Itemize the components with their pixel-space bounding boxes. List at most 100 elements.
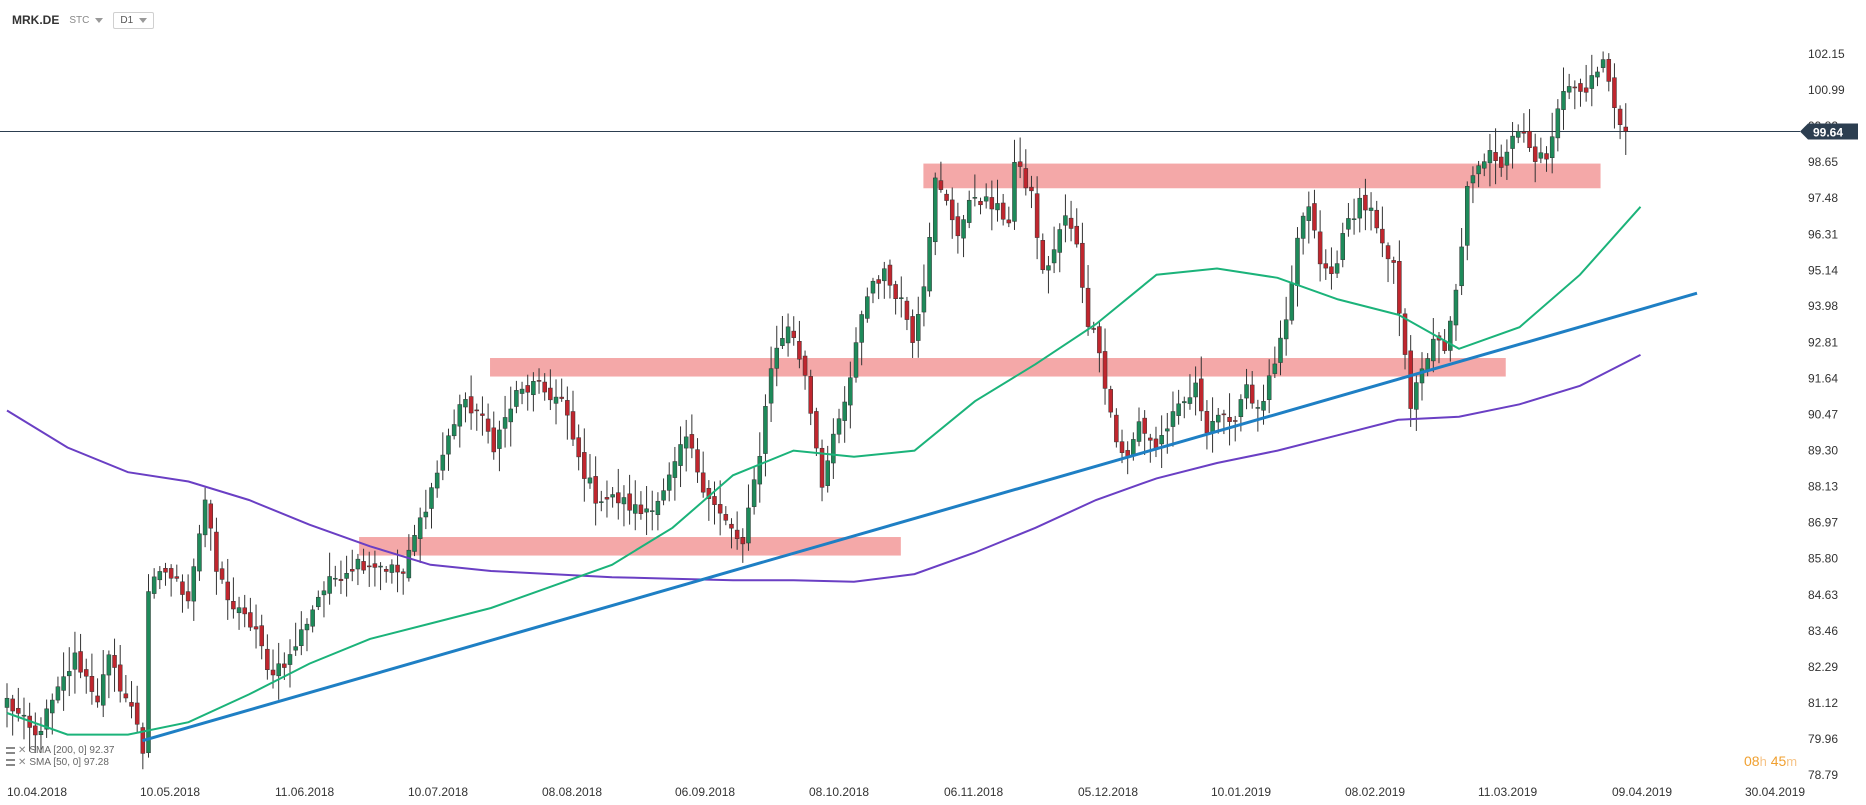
candle-body: [1351, 218, 1357, 220]
candle-body: [417, 517, 423, 539]
candle-body: [1527, 130, 1532, 148]
y-tick-label: 82.29: [1808, 660, 1838, 674]
candle: [689, 414, 695, 459]
x-tick-label: 06.11.2018: [944, 785, 1003, 799]
interval-dropdown[interactable]: D1: [113, 11, 155, 29]
candle-body: [1227, 416, 1232, 422]
x-tick-label: 11.03.2019: [1478, 785, 1537, 799]
candle: [1340, 222, 1346, 268]
candle-body: [1363, 194, 1368, 211]
candle-body: [480, 413, 485, 416]
candle: [1391, 256, 1396, 284]
candle: [112, 638, 117, 692]
y-tick-label: 90.47: [1808, 408, 1838, 422]
candles: [4, 51, 1629, 770]
candle-body: [406, 549, 412, 579]
candle: [825, 445, 830, 493]
close-icon[interactable]: ✕: [18, 757, 27, 768]
candle-body: [978, 201, 983, 206]
candle: [1532, 133, 1538, 183]
current-price-tag: [1800, 123, 1858, 140]
candle: [457, 394, 463, 448]
candle-body: [1612, 77, 1617, 108]
resistance-zones: [359, 163, 1601, 556]
settings-lines-icon[interactable]: [6, 759, 15, 766]
candle: [78, 633, 83, 679]
candle-body: [1085, 287, 1091, 327]
candle: [191, 558, 197, 621]
candle-body: [1578, 83, 1583, 92]
candle-body: [253, 626, 259, 630]
candle: [1351, 198, 1357, 235]
candle-body: [463, 399, 468, 408]
close-icon[interactable]: ✕: [18, 745, 27, 756]
candle: [1102, 328, 1108, 405]
chart-type-label: STC: [69, 14, 90, 26]
candle-body: [819, 447, 825, 488]
candle: [1487, 133, 1493, 187]
candle: [180, 574, 185, 613]
candle-body: [1566, 86, 1572, 93]
candle-body: [785, 326, 791, 344]
candle: [1504, 139, 1510, 180]
candle-body: [16, 708, 21, 714]
x-tick-label: 05.12.2018: [1078, 785, 1138, 799]
candle: [338, 560, 344, 595]
candle-body: [1255, 407, 1261, 409]
interval-label: D1: [120, 14, 134, 26]
candle-body: [287, 654, 293, 665]
candle: [106, 650, 112, 699]
candle: [1029, 175, 1034, 209]
candle: [219, 561, 225, 584]
candle-body: [1261, 401, 1266, 411]
candle: [1623, 103, 1629, 155]
y-tick-label: 100.99: [1808, 83, 1845, 97]
candle-body: [1176, 403, 1181, 416]
candle-body: [1414, 382, 1419, 410]
candle: [378, 562, 383, 591]
candle: [780, 315, 785, 350]
candle: [1300, 212, 1306, 255]
candle: [1555, 99, 1561, 152]
candle: [887, 259, 893, 299]
candle-body: [1249, 384, 1255, 404]
candle-body: [412, 535, 417, 552]
symbol-label[interactable]: MRK.DE: [12, 13, 60, 27]
candle-body: [1323, 263, 1329, 269]
candle: [366, 551, 372, 587]
candle-body: [474, 409, 480, 412]
candle: [1255, 399, 1261, 432]
candle: [1040, 233, 1046, 274]
candle: [1204, 400, 1210, 450]
candle: [559, 378, 564, 402]
candle: [151, 568, 157, 599]
candle: [1182, 396, 1187, 419]
candle: [1023, 149, 1029, 196]
candle: [1583, 64, 1589, 102]
candle-body: [259, 625, 264, 647]
candle-body: [1238, 399, 1244, 417]
candle: [287, 639, 293, 688]
settings-lines-icon[interactable]: [6, 747, 15, 754]
candle-body: [316, 596, 321, 608]
candle-body: [1278, 337, 1283, 363]
candle: [672, 446, 678, 501]
candle: [582, 428, 587, 502]
sma50-line: [6, 206, 1642, 736]
candle: [299, 611, 304, 656]
candle-body: [1244, 384, 1249, 399]
candle-body: [1476, 165, 1481, 175]
candle: [134, 685, 140, 734]
candle-body: [644, 508, 649, 513]
y-axis: 102.15100.9999.8298.6597.4896.3195.1493.…: [1808, 47, 1845, 782]
candle-body: [208, 503, 214, 529]
candle: [655, 492, 661, 531]
candle-body: [366, 565, 372, 568]
candle-body: [191, 566, 197, 602]
chart-type-dropdown[interactable]: STC: [69, 14, 104, 26]
candle: [1068, 200, 1074, 242]
candle-body: [282, 663, 287, 668]
candle: [468, 375, 474, 430]
candle: [1493, 128, 1498, 185]
